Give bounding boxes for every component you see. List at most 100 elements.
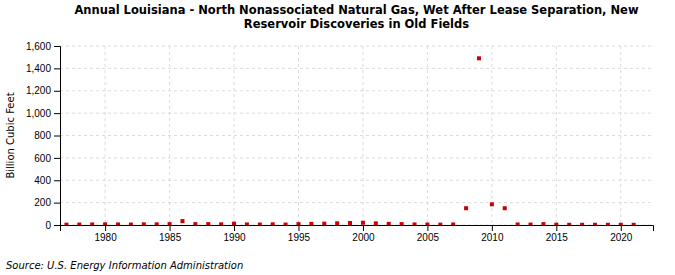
point	[116, 222, 120, 225]
point	[258, 223, 262, 225]
y-tick-mark	[54, 225, 60, 226]
y-tick-mark	[54, 46, 60, 47]
grid-line	[60, 157, 653, 158]
point	[193, 222, 197, 225]
point	[503, 206, 507, 210]
grid-line	[234, 46, 235, 225]
point	[387, 222, 391, 225]
point	[155, 222, 159, 225]
point	[322, 222, 326, 225]
y-tick-mark	[54, 180, 60, 181]
x-tick-label: 1995	[288, 232, 311, 243]
point	[425, 223, 429, 225]
grid-line	[60, 202, 653, 203]
source: Source: U.S. Energy Information Administ…	[6, 260, 243, 271]
y-tick-mark	[54, 203, 60, 204]
point	[206, 222, 210, 225]
x-tick-label: 2000	[352, 232, 375, 243]
x-tick-mark	[363, 225, 364, 231]
x-tick-label: 2020	[610, 232, 633, 243]
x-tick: 2015	[546, 225, 569, 243]
grid-line	[60, 135, 653, 136]
grid-line	[556, 46, 557, 225]
x-tick: 1980	[94, 225, 117, 243]
point	[593, 223, 597, 225]
title: Annual Louisiana - North Nonassociated N…	[74, 3, 638, 31]
point	[168, 222, 172, 225]
y-tick-mark	[54, 136, 60, 137]
y-axis-line	[54, 47, 61, 226]
y-tick: 800	[34, 130, 60, 141]
point	[64, 223, 68, 225]
point	[90, 222, 94, 225]
grid-line	[298, 46, 299, 225]
x-tick-mark	[105, 225, 106, 231]
grid-line	[60, 90, 653, 91]
y-tick-label: 1,000	[26, 108, 51, 119]
y-tick-label: 400	[34, 175, 51, 186]
y-tick-label: 800	[34, 130, 51, 141]
point	[516, 222, 520, 225]
x-tick-label: 1990	[223, 232, 246, 243]
x-tick-mark	[427, 225, 428, 231]
y-tick: 600	[34, 153, 60, 164]
y-tick-mark	[54, 91, 60, 92]
x-tick: 2010	[481, 225, 504, 243]
point	[619, 223, 623, 225]
grid-line	[491, 46, 492, 225]
points	[64, 56, 635, 225]
x-tick-mark	[621, 225, 622, 231]
point	[400, 222, 404, 225]
point	[245, 222, 249, 225]
point	[541, 222, 545, 225]
y-tick: 1,000	[26, 108, 60, 119]
point	[451, 222, 455, 225]
x-tick-mark	[234, 225, 235, 231]
point	[438, 223, 442, 225]
chart: 1980 1985 1990 1995 2000 2005 2010 2015 2020 0 200…	[0, 0, 675, 275]
y-tick: 0	[45, 220, 60, 231]
point	[309, 222, 313, 225]
point	[554, 223, 558, 225]
point	[219, 222, 223, 225]
point	[413, 222, 417, 225]
x-tick-mark	[492, 225, 493, 231]
y-axis: 02004006008001,0001,2001,4001,600	[26, 41, 61, 231]
point	[335, 221, 339, 225]
y-tick-mark	[54, 68, 60, 69]
y-axis-title: Billion Cubic Feet	[5, 92, 16, 178]
y-tick: 1,200	[26, 85, 60, 96]
x-axis-line	[61, 226, 654, 232]
y-tick-mark	[54, 158, 60, 159]
grid-line	[362, 46, 363, 225]
x-tick-label: 1980	[94, 232, 117, 243]
grid-line	[620, 46, 621, 225]
point	[296, 222, 300, 225]
y-tick-label: 600	[34, 153, 51, 164]
x-tick: 1995	[288, 225, 311, 243]
point	[606, 223, 610, 225]
x-tick-label: 2005	[417, 232, 440, 243]
point	[271, 222, 275, 225]
grid-line	[105, 46, 106, 225]
grid-line	[169, 46, 170, 225]
point	[142, 222, 146, 225]
point	[180, 219, 184, 223]
x-tick: 1985	[159, 225, 182, 243]
point	[348, 221, 352, 225]
point	[567, 223, 571, 225]
x-tick-label: 1985	[159, 232, 182, 243]
grid-line	[60, 46, 653, 47]
point	[284, 223, 288, 225]
y-tick-label: 1,200	[26, 85, 51, 96]
x-tick-mark	[298, 225, 299, 231]
point	[361, 221, 365, 225]
y-tick: 1,600	[26, 41, 60, 52]
x-axis: 1980 1985 1990 1995 2000 2005 2010 2015 2020	[61, 225, 654, 243]
x-tick: 1990	[223, 225, 246, 243]
point	[490, 202, 494, 206]
grid-line	[427, 46, 428, 225]
x-tick: 2020	[610, 225, 633, 243]
y-tick: 400	[34, 175, 60, 186]
y-tick-label: 200	[34, 197, 51, 208]
